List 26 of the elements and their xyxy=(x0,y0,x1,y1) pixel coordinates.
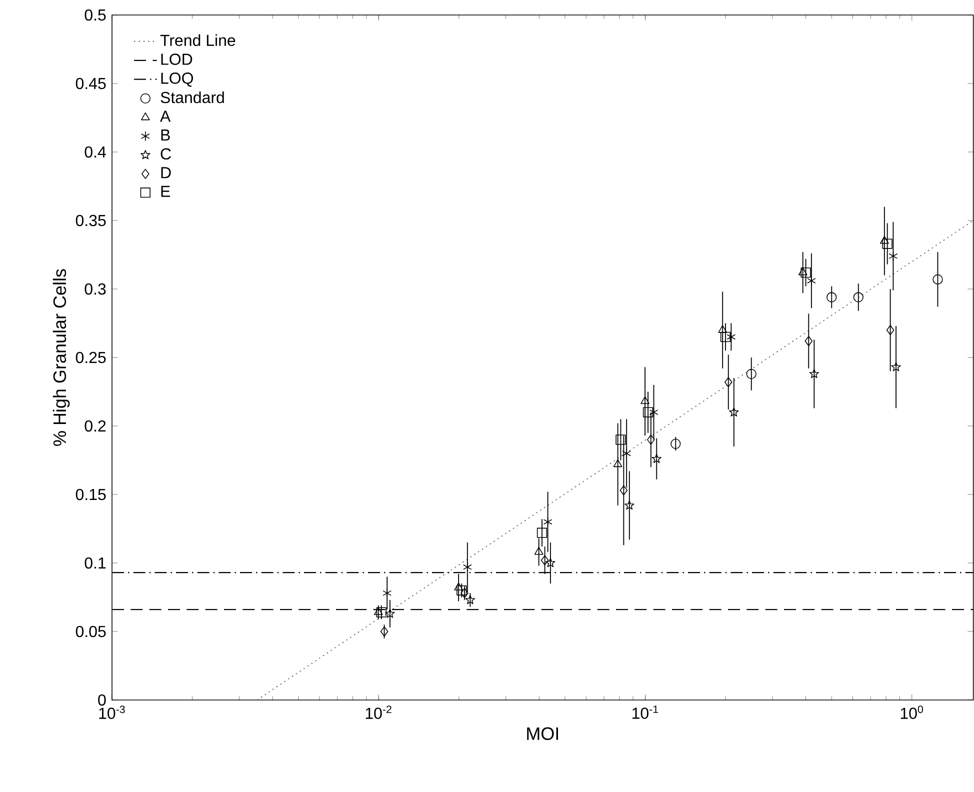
y-tick-label: 0.15 xyxy=(76,488,106,500)
x-tick-label: 10$^{-2}$ xyxy=(366,706,392,719)
y-tick-label: 0 xyxy=(98,694,106,706)
legend-label: LOD xyxy=(161,54,192,65)
y-tick-label: 0.5 xyxy=(84,9,106,21)
x-axis-title: MOI xyxy=(527,727,558,740)
legend-label: E xyxy=(161,186,170,197)
legend-label: Trend Line xyxy=(160,34,236,46)
y-axis-title: % High Granular Cells xyxy=(52,269,70,446)
y-tick-label: 0.25 xyxy=(76,352,106,364)
legend-label: LOQ xyxy=(161,72,193,87)
legend-label: Standard xyxy=(160,91,224,104)
y-tick-label: 0.3 xyxy=(84,283,106,295)
x-tick-label: 10$^{0}$ xyxy=(900,706,924,719)
y-tick-label: 0.2 xyxy=(84,420,106,432)
legend-label: C xyxy=(160,148,171,160)
legend-label: B xyxy=(161,130,170,141)
legend-label: A xyxy=(160,110,171,122)
y-tick-label: 0.4 xyxy=(84,146,106,158)
x-tick-label: 10$^{-1}$ xyxy=(632,706,658,719)
legend-label: D xyxy=(161,167,171,178)
y-tick-label: 0.1 xyxy=(84,557,106,569)
x-tick-label: 10$^{-3}$ xyxy=(99,706,125,719)
y-tick-label: 0.35 xyxy=(76,214,106,226)
y-tick-label: 0.45 xyxy=(76,78,106,90)
y-tick-label: 0.05 xyxy=(76,626,106,638)
